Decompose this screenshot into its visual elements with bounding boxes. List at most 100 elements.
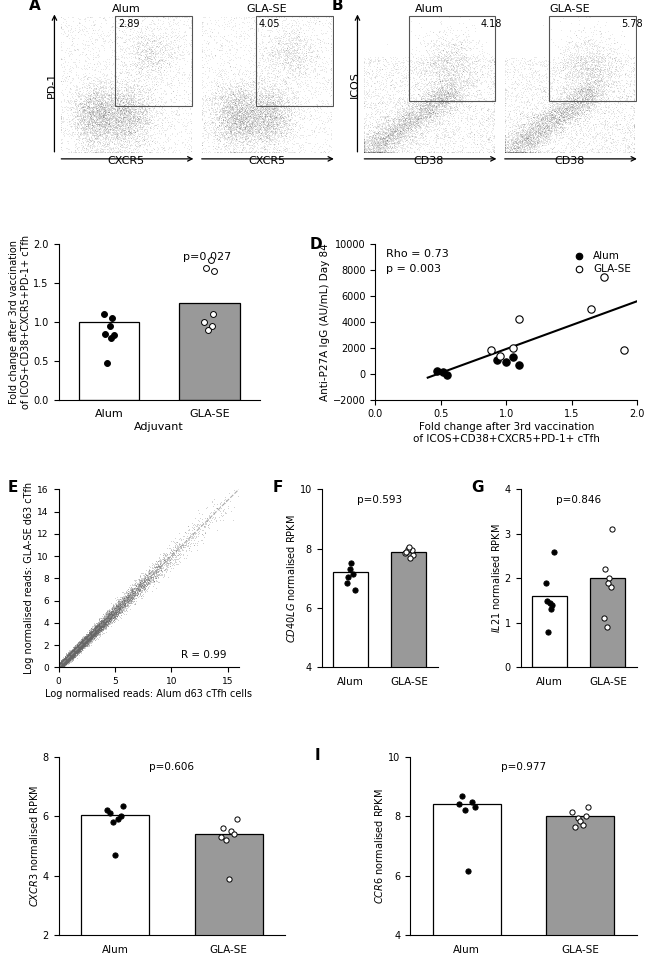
Point: [57, 658, 67, 674]
Point: [56, 122, 66, 138]
Point: [90, 625, 100, 640]
Point: [212, 500, 222, 516]
Point: [64, 648, 74, 663]
Point: [465, 77, 476, 93]
Point: [152, 106, 162, 121]
Point: [65, 647, 75, 662]
Point: [112, 73, 122, 89]
Point: [205, 105, 216, 120]
Point: [468, 139, 478, 154]
Point: [248, 100, 258, 116]
Point: [541, 127, 552, 143]
Point: [522, 94, 532, 109]
Point: [287, 66, 297, 81]
Point: [511, 134, 521, 149]
Point: [58, 654, 69, 669]
Point: [574, 110, 584, 125]
Point: [476, 133, 487, 148]
Point: [571, 93, 582, 108]
Point: [371, 125, 382, 141]
Point: [87, 100, 98, 116]
Point: [398, 120, 408, 136]
Point: [573, 69, 583, 85]
Point: [212, 83, 222, 98]
Point: [411, 100, 422, 116]
Point: [107, 611, 118, 627]
Point: [157, 556, 168, 572]
Point: [468, 78, 478, 94]
Point: [299, 58, 309, 73]
Point: [96, 616, 106, 631]
Point: [465, 60, 475, 75]
Point: [536, 106, 547, 121]
Point: [573, 85, 584, 100]
Point: [220, 96, 231, 112]
Point: [233, 113, 244, 128]
Point: [402, 115, 413, 130]
Point: [65, 652, 75, 667]
Point: [122, 136, 132, 151]
Point: [263, 94, 274, 110]
Point: [72, 647, 82, 662]
Point: [396, 126, 406, 142]
Point: [580, 75, 590, 91]
Point: [588, 41, 598, 57]
Point: [242, 74, 253, 90]
Point: [120, 91, 130, 106]
Point: [486, 63, 496, 78]
Point: [84, 628, 94, 643]
Point: [262, 124, 272, 140]
Point: [580, 82, 590, 97]
Point: [581, 84, 592, 99]
Point: [75, 640, 85, 656]
Point: [77, 95, 87, 111]
Point: [452, 85, 463, 100]
Point: [581, 113, 592, 128]
Point: [120, 62, 131, 77]
Point: [543, 115, 553, 130]
Point: [154, 21, 164, 37]
Point: [449, 90, 460, 105]
Point: [92, 621, 102, 636]
Point: [64, 647, 75, 662]
Point: [171, 30, 181, 45]
Point: [270, 122, 281, 138]
Point: [222, 121, 233, 137]
Point: [436, 66, 447, 81]
Point: [411, 60, 422, 75]
Point: [122, 101, 133, 117]
Point: [508, 145, 519, 160]
Point: [142, 103, 152, 119]
Point: [176, 531, 187, 547]
Point: [273, 118, 283, 133]
Point: [64, 648, 75, 663]
Point: [172, 545, 183, 560]
Point: [219, 14, 229, 30]
Point: [62, 653, 72, 668]
Point: [66, 649, 76, 664]
Point: [248, 97, 259, 113]
Point: [83, 631, 93, 647]
Point: [532, 129, 543, 145]
Point: [586, 63, 597, 78]
Point: [55, 655, 65, 670]
Point: [603, 89, 613, 104]
Point: [147, 92, 157, 107]
Point: [106, 143, 116, 158]
Point: [154, 558, 164, 574]
Point: [436, 93, 447, 108]
Point: [239, 72, 250, 88]
Point: [98, 618, 108, 633]
Point: [405, 115, 415, 130]
Point: [127, 586, 138, 602]
Point: [228, 142, 239, 157]
Point: [578, 79, 589, 94]
Point: [216, 91, 227, 106]
Point: [310, 84, 320, 99]
Point: [554, 111, 564, 126]
Point: [420, 66, 430, 81]
Point: [253, 114, 263, 129]
Point: [117, 107, 127, 122]
Point: [268, 40, 279, 55]
Point: [277, 87, 287, 102]
